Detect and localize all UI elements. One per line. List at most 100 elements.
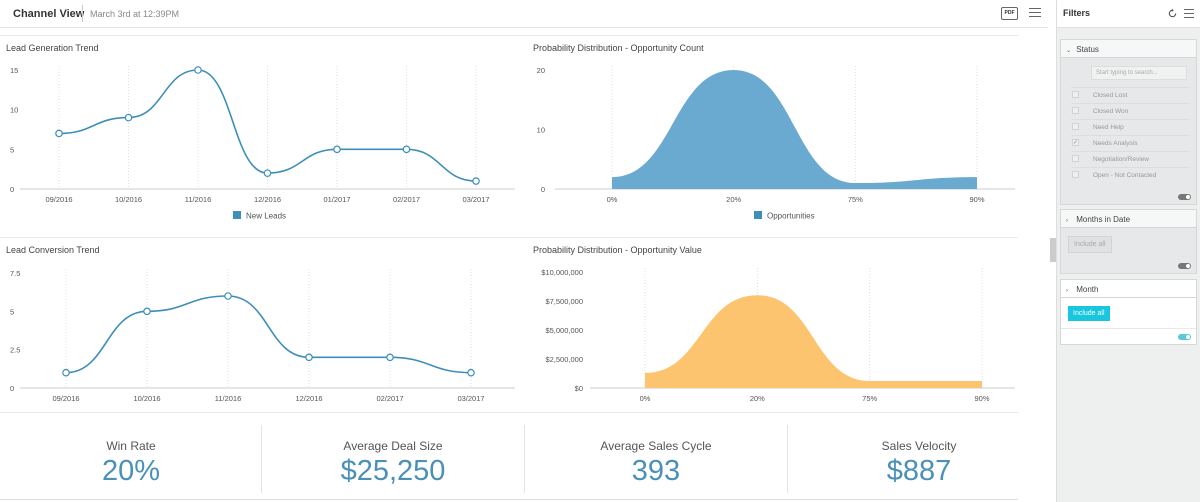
y-tick-label: 15: [10, 66, 18, 75]
include-all-button[interactable]: Include all: [1068, 236, 1112, 253]
status-option[interactable]: Need Help: [1071, 119, 1189, 135]
line-series: [58, 69, 477, 182]
x-tick-label: 90%: [974, 394, 989, 403]
checkbox[interactable]: [1072, 171, 1079, 178]
x-tick-label: 11/2016: [185, 195, 212, 204]
x-tick-label: 20%: [750, 394, 765, 403]
divider: [0, 412, 1018, 413]
kpi-divider: [261, 425, 262, 493]
checkbox[interactable]: [1072, 107, 1079, 114]
y-tick-label: 10: [10, 106, 18, 115]
x-tick-label: 10/2016: [115, 195, 142, 204]
opportunity-count-chart: 20 10 0 0% 20% 75% 90% Opportunities: [537, 66, 1015, 221]
kpi-value: 393: [631, 455, 681, 487]
x-tick-label: 09/2016: [45, 195, 72, 204]
kpi-label: Win Rate: [106, 439, 156, 453]
status-option[interactable]: Closed Won: [1071, 103, 1189, 119]
x-tick-label: 75%: [848, 195, 863, 204]
option-label: Needs Analysis: [1093, 140, 1138, 147]
divider: [0, 237, 1018, 238]
data-point: [194, 66, 202, 74]
checkbox[interactable]: [1072, 123, 1079, 130]
chevron-down-icon: ⌄: [1066, 48, 1072, 54]
status-filter: ⌄ Status Start typing to search... Close…: [1060, 39, 1197, 205]
panel-resize-handle[interactable]: [1050, 238, 1056, 262]
reset-icon[interactable]: [1167, 8, 1178, 19]
legend-swatch: [233, 211, 241, 219]
divider: [0, 35, 1018, 36]
opportunity-count-title: Probability Distribution - Opportunity C…: [533, 43, 704, 53]
data-point: [124, 113, 133, 122]
lead-conversion-title: Lead Conversion Trend: [6, 245, 100, 255]
kpi-value: $25,250: [340, 455, 446, 487]
data-point: [224, 292, 232, 300]
hamburger-menu-icon[interactable]: [1029, 8, 1041, 20]
kpi-divider: [787, 425, 788, 493]
option-label: Open - Not Contacted: [1093, 172, 1157, 179]
pdf-export-button[interactable]: PDF: [1001, 7, 1018, 20]
kpi-value: $887: [886, 455, 952, 487]
chevron-right-icon: ›: [1066, 218, 1068, 224]
status-search-input[interactable]: Start typing to search...: [1091, 66, 1187, 80]
data-point: [333, 145, 341, 154]
title-divider: [82, 5, 83, 22]
x-tick-label: 0%: [607, 195, 618, 204]
filters-title: Filters: [1063, 8, 1091, 18]
timestamp: March 3rd at 12:39PM: [90, 9, 180, 19]
kpi-sales-velocity: Sales Velocity $887: [788, 425, 1050, 500]
filters-header: Filters: [1057, 0, 1200, 28]
option-label: Negotiation/Review: [1093, 156, 1150, 163]
y-tick-label: $10,000,000: [541, 268, 583, 277]
status-filter-header[interactable]: ⌄ Status: [1061, 40, 1196, 58]
data-point: [305, 353, 313, 362]
y-tick-label: 10: [537, 126, 545, 135]
x-tick-label: 0%: [640, 394, 651, 403]
lead-conversion-chart: 7.5 5 2.5 0 09/2016 10/2016 11/2016 12/2016 02/2…: [10, 269, 515, 403]
status-option[interactable]: Closed Lost: [1071, 87, 1189, 103]
area-series: [612, 70, 977, 189]
status-option[interactable]: Open - Not Contacted: [1071, 167, 1189, 183]
checkbox-checked[interactable]: ✓: [1072, 139, 1079, 146]
checkbox[interactable]: [1072, 155, 1079, 162]
x-tick-label: 03/2017: [457, 394, 484, 403]
kpi-average-deal-size: Average Deal Size $25,250: [262, 425, 524, 500]
status-option[interactable]: ✓ Needs Analysis: [1071, 135, 1189, 151]
line-series: [65, 295, 472, 374]
x-tick-label: 02/2017: [393, 195, 420, 204]
lead-gen-title: Lead Generation Trend: [6, 43, 99, 53]
months-in-date-header[interactable]: › Months in Date: [1061, 210, 1196, 228]
x-tick-label: 20%: [726, 195, 741, 204]
y-tick-label: 0: [10, 185, 14, 194]
opportunity-value-title: Probability Distribution - Opportunity V…: [533, 245, 702, 255]
opportunity-value-chart: $10,000,000 $7,500,000 $5,000,000 $2,500,00…: [541, 268, 1015, 403]
x-tick-label: 02/2017: [376, 394, 403, 403]
divider: [0, 499, 1018, 500]
month-header[interactable]: › Month: [1061, 280, 1196, 298]
status-toggle[interactable]: [1178, 194, 1191, 200]
x-tick-label: 90%: [969, 195, 984, 204]
y-tick-label: 0: [541, 185, 545, 194]
page-title: Channel View: [13, 8, 85, 20]
area-series: [645, 295, 982, 388]
status-option[interactable]: Negotiation/Review: [1071, 151, 1189, 167]
months-in-date-filter: › Months in Date Include all: [1060, 209, 1197, 274]
filters-menu-icon[interactable]: [1184, 9, 1194, 21]
months-in-date-label: Months in Date: [1076, 215, 1131, 224]
months-in-date-toggle[interactable]: [1178, 263, 1191, 269]
month-toggle[interactable]: [1178, 334, 1191, 340]
x-tick-label: 12/2016: [295, 394, 322, 403]
option-label: Closed Won: [1093, 108, 1129, 115]
checkbox[interactable]: [1072, 91, 1079, 98]
top-bar: Channel View March 3rd at 12:39PM PDF: [0, 0, 1048, 28]
data-point: [55, 129, 63, 138]
x-tick-label: 09/2016: [52, 394, 79, 403]
x-tick-label: 01/2017: [323, 195, 350, 204]
data-point: [62, 368, 70, 377]
legend-label: New Leads: [246, 212, 286, 221]
kpi-divider: [524, 425, 525, 493]
include-all-button[interactable]: Include all: [1068, 306, 1110, 321]
data-point: [143, 307, 151, 316]
x-tick-label: 12/2016: [254, 195, 281, 204]
y-tick-label: 7.5: [10, 269, 20, 278]
